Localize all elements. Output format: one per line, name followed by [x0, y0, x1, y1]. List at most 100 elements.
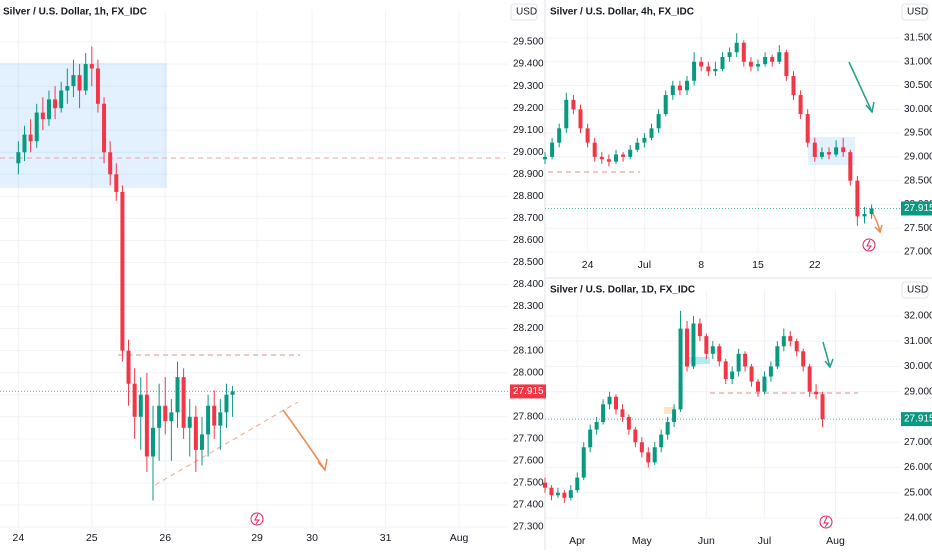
- y-tick-label: 29.300: [513, 81, 544, 92]
- last-price-label: 27.915: [904, 414, 932, 425]
- last-price-label: 27.915: [904, 203, 932, 214]
- chart-title: Silver / U.S. Dollar, 4h, FX_IDC: [550, 7, 694, 18]
- candle-body: [212, 405, 217, 426]
- candle-body: [193, 416, 198, 450]
- y-tick-label: 28.500: [904, 175, 932, 186]
- candle-body: [230, 391, 235, 395]
- y-tick-label: 32.000: [904, 311, 932, 322]
- candle-body: [53, 99, 58, 109]
- candle-body: [788, 336, 793, 342]
- candle-body: [784, 52, 789, 77]
- last-price-tag: [901, 201, 932, 216]
- candle-body: [869, 208, 874, 214]
- candle-body: [568, 490, 573, 498]
- alert-icon[interactable]: [862, 238, 876, 252]
- candle-body: [798, 95, 803, 115]
- candle-body: [819, 152, 824, 157]
- candle-body: [699, 61, 704, 67]
- candle-body: [834, 147, 839, 155]
- x-tick-label: 25: [86, 532, 98, 544]
- candle-body: [169, 412, 174, 422]
- candle-body: [646, 452, 651, 463]
- candle-body: [543, 482, 547, 488]
- candle-body: [555, 492, 560, 496]
- candle-body: [40, 112, 45, 120]
- candle-body: [762, 376, 767, 392]
- candle-body: [626, 416, 631, 430]
- currency-label: USD: [516, 7, 537, 18]
- candle-body: [601, 404, 606, 423]
- x-tick-label: 30: [306, 532, 318, 544]
- candle-body: [543, 156, 547, 160]
- y-tick-label: 28.800: [513, 191, 544, 202]
- candle-body: [607, 396, 612, 405]
- y-tick-label: 31.000: [904, 336, 932, 347]
- candle-body: [578, 109, 583, 129]
- alert-icon[interactable]: [819, 515, 833, 529]
- candle-body: [678, 328, 683, 410]
- candle-body: [691, 323, 696, 367]
- y-tick-label: 29.500: [904, 128, 932, 139]
- candle-body: [720, 57, 725, 69]
- y-tick-label: 26.000: [904, 462, 932, 473]
- candle-body: [95, 68, 100, 104]
- candle-body: [710, 346, 715, 354]
- x-tick-label: May: [632, 535, 653, 547]
- currency-box: [901, 281, 929, 299]
- candle-body: [77, 75, 82, 91]
- candle-body: [175, 377, 180, 413]
- arrow-head: [874, 224, 883, 234]
- candle-body: [723, 361, 728, 380]
- candle-body: [642, 137, 647, 143]
- candle-body: [820, 394, 825, 420]
- candle-body: [807, 366, 812, 392]
- candle-body: [812, 142, 817, 157]
- candle-body: [659, 434, 664, 448]
- y-tick-label: 28.700: [513, 213, 544, 224]
- y-tick-label: 28.600: [513, 235, 544, 246]
- candle-body: [805, 114, 810, 143]
- candle-body: [594, 422, 599, 430]
- y-tick-label: 28.900: [513, 169, 544, 180]
- candle-body: [126, 350, 131, 384]
- x-tick-label: Jul: [758, 535, 771, 547]
- candle-body: [756, 381, 760, 392]
- y-tick-label: 28.100: [513, 345, 544, 356]
- candle-body: [588, 429, 593, 448]
- candle-body: [562, 492, 567, 498]
- candle-body: [713, 68, 718, 72]
- candle-body: [652, 447, 657, 463]
- candle-body: [635, 142, 640, 150]
- alert-icon[interactable]: [250, 512, 264, 526]
- candle-body: [557, 128, 562, 143]
- candle-body: [814, 391, 819, 395]
- currency-label: USD: [907, 285, 928, 296]
- candle-body: [730, 371, 735, 380]
- candle-body: [633, 429, 638, 443]
- arrow-head: [824, 358, 834, 369]
- candle-body: [855, 180, 860, 217]
- chart-title: Silver / U.S. Dollar, 1h, FX_IDC: [3, 7, 147, 18]
- candle-body: [706, 66, 711, 72]
- candle-body: [665, 422, 670, 435]
- candle-body: [777, 52, 782, 62]
- x-tick-label: Aug: [450, 532, 469, 544]
- candle-body: [22, 134, 27, 153]
- candle-body: [692, 61, 697, 81]
- arrow: [848, 61, 873, 113]
- candle-body: [743, 353, 748, 367]
- y-tick-label: 24.000: [904, 513, 932, 524]
- last-price-tag: [510, 384, 546, 399]
- y-tick-label: 27.000: [904, 247, 932, 258]
- candle-body: [848, 152, 853, 181]
- y-tick-label: 30.000: [904, 361, 932, 372]
- candle-body: [649, 128, 654, 138]
- y-tick-label: 31.500: [904, 33, 932, 44]
- candle-body: [120, 191, 125, 351]
- candle-body: [727, 52, 732, 58]
- candle-body: [83, 64, 88, 91]
- candle-body: [224, 394, 229, 413]
- x-tick-label: 29: [251, 532, 263, 544]
